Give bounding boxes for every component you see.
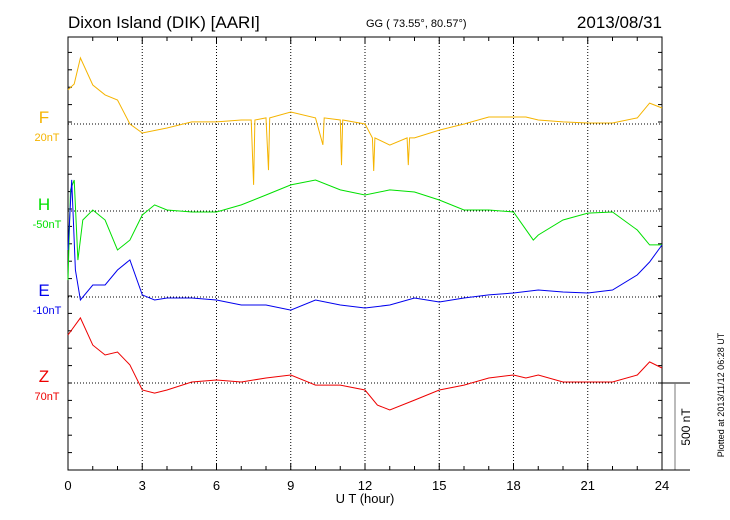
series-line-f bbox=[67, 56, 663, 185]
series-name-z: Z bbox=[39, 367, 49, 386]
series-line-h bbox=[67, 179, 662, 281]
chart-date: 2013/08/31 bbox=[577, 13, 662, 32]
x-tick-label: 15 bbox=[432, 478, 446, 493]
x-tick-label: 18 bbox=[506, 478, 520, 493]
series-name-h: H bbox=[38, 195, 50, 214]
series-offset-e: -10nT bbox=[33, 305, 62, 317]
series-line-e bbox=[67, 179, 663, 311]
x-tick-label: 24 bbox=[655, 478, 669, 493]
series-offset-h: -50nT bbox=[33, 219, 62, 231]
x-tick-label: 6 bbox=[213, 478, 220, 493]
series-name-f: F bbox=[39, 108, 49, 127]
x-axis-label: U T (hour) bbox=[336, 491, 395, 506]
x-tick-label: 9 bbox=[287, 478, 294, 493]
series-line-z bbox=[67, 316, 663, 411]
chart-title: Dixon Island (DIK) [AARI] bbox=[68, 13, 260, 32]
series-name-e: E bbox=[38, 281, 49, 300]
x-tick-label: 3 bbox=[139, 478, 146, 493]
series-offset-z: 70nT bbox=[34, 391, 59, 403]
scale-bar-label: 500 nT bbox=[679, 408, 693, 446]
series-offset-f: 20nT bbox=[34, 132, 59, 144]
plot-timestamp: Plotted at 2013/11/12 06:28 UT bbox=[716, 332, 726, 457]
x-tick-label: 12 bbox=[358, 478, 372, 493]
station-coords: GG ( 73.55°, 80.57°) bbox=[366, 18, 467, 30]
x-tick-label: 0 bbox=[64, 478, 71, 493]
x-tick-label: 21 bbox=[581, 478, 595, 493]
